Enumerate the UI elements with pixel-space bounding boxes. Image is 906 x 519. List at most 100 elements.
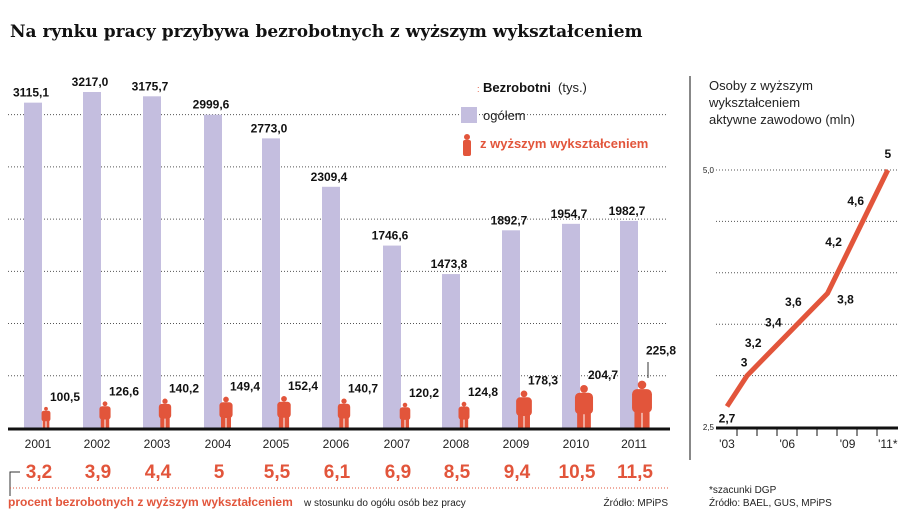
bar-label-higher-ed: 152,4 xyxy=(288,379,318,393)
bar-label-total: 1746,6 xyxy=(372,229,409,243)
bar-total-2006 xyxy=(322,186,340,428)
bar-label-total: 3217,0 xyxy=(72,75,109,89)
bar-label-higher-ed: 100,5 xyxy=(50,390,80,404)
bar-label-total: 1954,7 xyxy=(551,207,588,221)
x-tick-label: '03 xyxy=(719,437,735,451)
percent-value: 10,5 xyxy=(559,462,596,483)
percent-value: 6,1 xyxy=(324,462,351,483)
person-icon-2009-head xyxy=(520,390,528,398)
line-series xyxy=(724,168,891,408)
bar-total-2010 xyxy=(562,223,580,428)
bar-label-higher-ed: 178,3 xyxy=(528,374,558,388)
person-icon-2002-head xyxy=(102,401,108,407)
point-label: 3,6 xyxy=(785,295,802,309)
legend-person-icon xyxy=(463,140,471,156)
percent-value: 3,9 xyxy=(85,462,111,483)
person-icon-2001-body xyxy=(41,410,51,422)
y-tick-label: 5,0 xyxy=(703,166,715,175)
person-icon-2009-body xyxy=(516,397,532,417)
person-icon-2007-head xyxy=(402,402,408,408)
legend-swatch-total xyxy=(461,107,477,123)
x-tick-label: 2006 xyxy=(323,437,350,451)
x-tick-label: 2002 xyxy=(84,437,111,451)
percent-value: 11,5 xyxy=(617,462,653,483)
percent-caption-rest: w stosunku do ogółu osób bez pracy xyxy=(303,498,466,509)
x-tick-label: 2001 xyxy=(25,437,52,451)
bar-total-2009 xyxy=(502,230,520,428)
point-label: 3,2 xyxy=(745,336,762,350)
percent-caption: procent bezrobotnych z wyższym wykształc… xyxy=(8,495,293,509)
bar-total-2007 xyxy=(383,245,401,428)
person-icon-2002-body xyxy=(99,406,111,420)
person-icon-2004-body xyxy=(219,402,233,418)
bar-total-2011 xyxy=(620,220,638,428)
x-tick-label: 2009 xyxy=(503,437,530,451)
point-label: 2,7 xyxy=(719,411,736,425)
person-icon-2005-head xyxy=(281,395,287,402)
person-icon-2001-head xyxy=(44,406,48,411)
bar-total-2002 xyxy=(83,92,101,428)
person-icon-2004-head xyxy=(223,396,229,403)
bar-total-2005 xyxy=(262,138,280,428)
x-tick-label: 2005 xyxy=(263,437,290,451)
bar-label-higher-ed: 140,2 xyxy=(169,382,199,396)
line-chart-title: Osoby z wyższym xyxy=(709,78,813,93)
line-chart-title: wykształceniem xyxy=(708,95,800,110)
x-tick-label: '06 xyxy=(779,437,795,451)
y-tick-label: 2,5 xyxy=(703,423,715,432)
bar-label-higher-ed: 124,8 xyxy=(468,385,498,399)
bracket-line xyxy=(9,471,20,496)
x-tick-label: 2010 xyxy=(563,437,590,451)
bar-label-total: 2309,4 xyxy=(311,170,348,184)
bar-label-total: 2999,6 xyxy=(193,98,230,112)
percent-value: 6,9 xyxy=(385,462,411,483)
person-icon-2007-body xyxy=(399,407,411,420)
percent-value: 5 xyxy=(214,462,225,483)
x-tick-label: 2008 xyxy=(443,437,470,451)
person-icon-2010-body xyxy=(574,392,594,415)
line-chart-title: aktywne zawodowo (mln) xyxy=(709,112,855,127)
point-label: 5 xyxy=(884,147,891,161)
legend-dots-icon: : xyxy=(477,84,480,94)
page-title: Na rynku pracy przybywa bezrobotnych z w… xyxy=(10,22,643,42)
point-label: 3,8 xyxy=(837,292,854,306)
point-label: 4,2 xyxy=(825,235,842,249)
bar-label-total: 1892,7 xyxy=(491,213,528,227)
point-label: 3 xyxy=(741,356,748,370)
x-tick-label: 2011 xyxy=(621,437,647,451)
person-icon-2010-head xyxy=(580,385,588,393)
bar-label-higher-ed: 225,8 xyxy=(646,344,676,358)
source-left: Źródło: MPiPS xyxy=(604,496,669,509)
person-icon-2003-body xyxy=(158,403,172,419)
person-icon-2011-head xyxy=(637,380,647,390)
bar-label-higher-ed: 204,7 xyxy=(588,368,618,382)
x-tick-label: 2004 xyxy=(205,437,232,451)
person-icon-2011-body xyxy=(632,389,652,413)
point-label: 3,4 xyxy=(765,315,782,329)
legend-label-total: ogółem xyxy=(483,108,526,123)
bar-total-2004 xyxy=(204,114,222,429)
bar-total-2001 xyxy=(24,102,42,429)
bar-label-total: 3175,7 xyxy=(132,79,169,93)
bar-label-total: 1473,8 xyxy=(431,257,468,271)
x-tick-label: '09 xyxy=(840,437,856,451)
legend-person-icon-head xyxy=(464,134,470,140)
percent-value: 4,4 xyxy=(145,462,172,483)
bar-label-higher-ed: 149,4 xyxy=(230,380,260,394)
percent-value: 8,5 xyxy=(444,462,471,483)
person-icon-2008-body xyxy=(458,406,470,420)
percent-value: 3,2 xyxy=(26,462,52,483)
bar-label-higher-ed: 120,2 xyxy=(409,386,439,400)
legend-unit: (tys.) xyxy=(558,80,587,95)
legend-label-higher-ed: z wyższym wykształceniem xyxy=(480,136,648,151)
person-icon-2005-body xyxy=(277,401,291,418)
percent-value: 5,5 xyxy=(264,462,291,483)
bar-label-total: 1982,7 xyxy=(609,204,646,218)
bar-label-total: 3115,1 xyxy=(13,86,49,100)
point-label: 4,6 xyxy=(847,194,864,208)
x-tick-label: 2007 xyxy=(384,437,411,451)
bar-label-higher-ed: 140,7 xyxy=(348,381,378,395)
x-tick-label: 2003 xyxy=(144,437,171,451)
